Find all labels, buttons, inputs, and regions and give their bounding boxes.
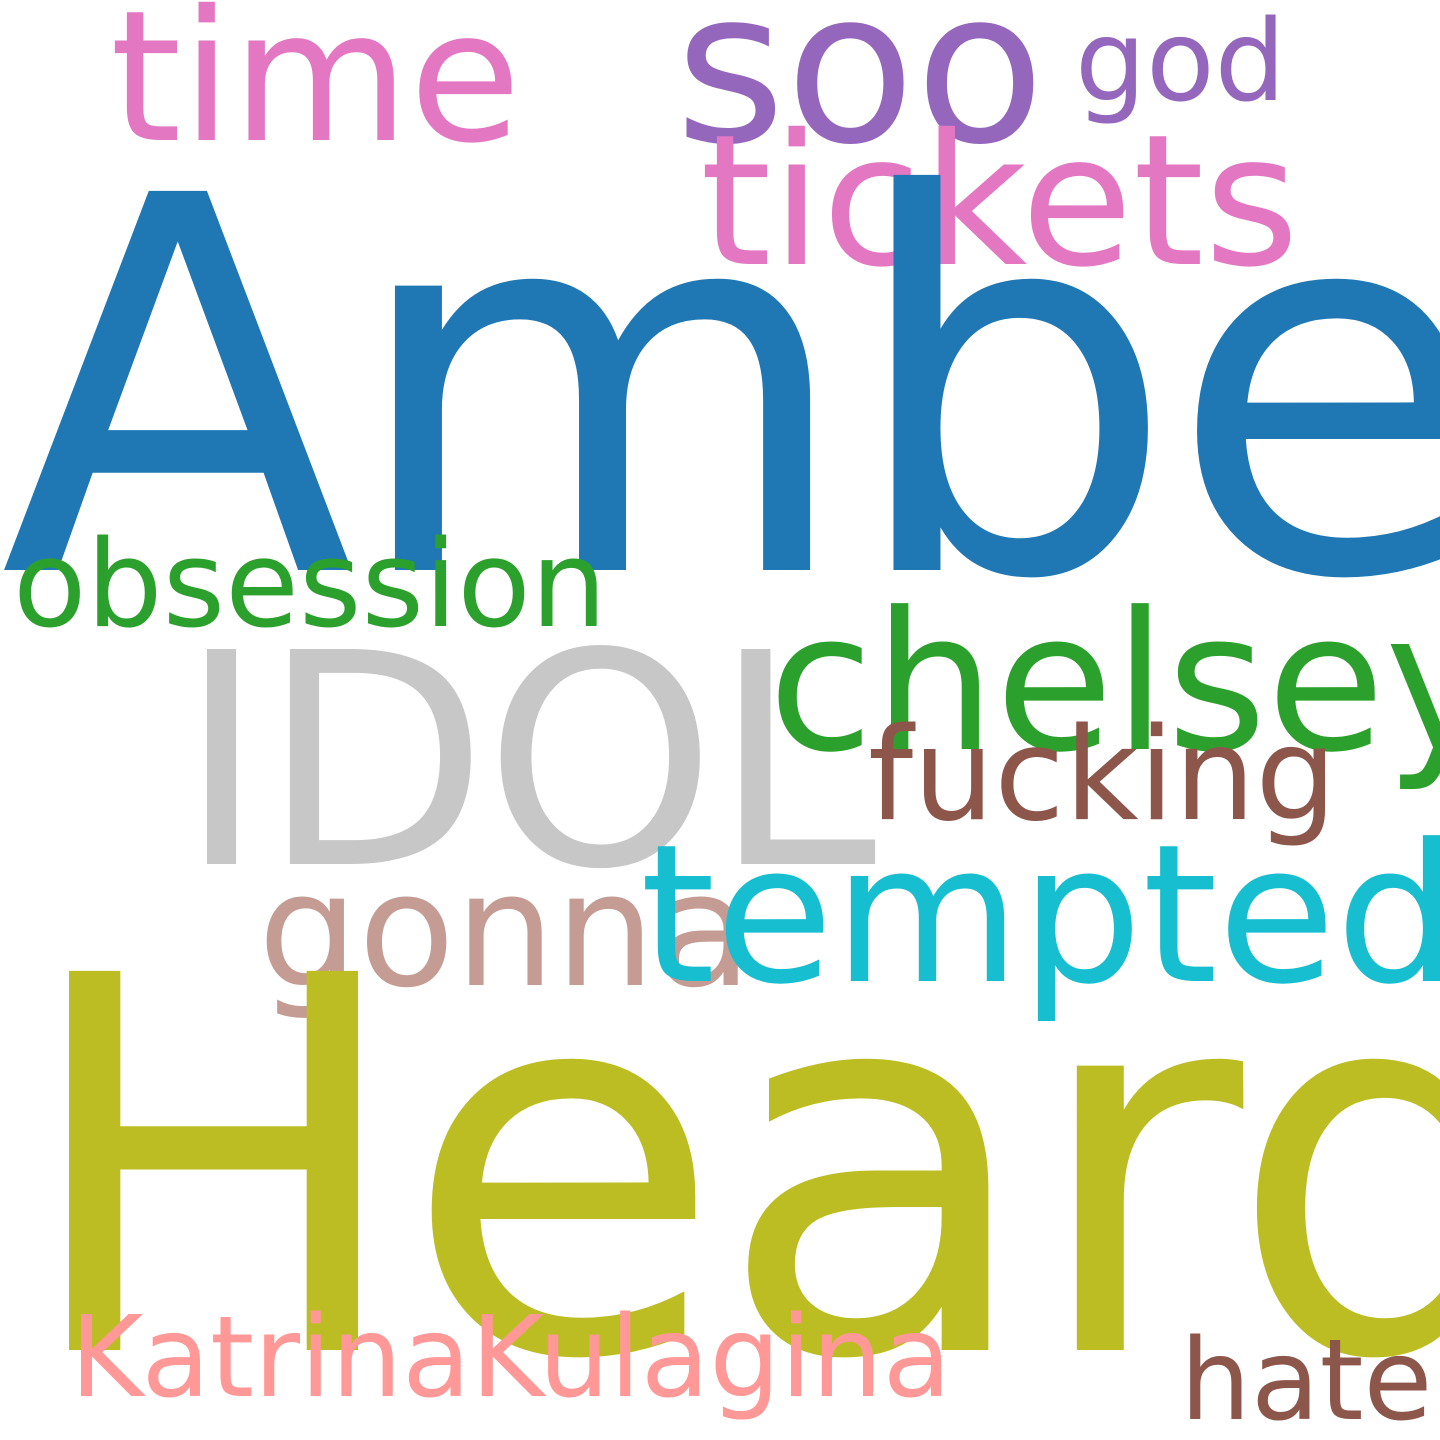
word-tickets: tickets bbox=[700, 95, 1300, 307]
word-obsession: obsession bbox=[13, 516, 607, 655]
word-soo: soo bbox=[675, 0, 1045, 191]
word-hate: hate bbox=[1180, 1316, 1433, 1440]
word-fucking: fucking bbox=[868, 701, 1337, 850]
word-god: god bbox=[1075, 0, 1286, 127]
word-amber: Amber bbox=[0, 87, 1440, 693]
word-idol: IDOL bbox=[178, 590, 877, 934]
word-chelsey: chelsey bbox=[768, 572, 1440, 795]
word-time: time bbox=[110, 0, 522, 183]
word-tempted: tempted bbox=[640, 804, 1440, 1027]
word-katrinakulagina: KatrinaKulagina bbox=[70, 1293, 952, 1423]
word-gonna: gonna bbox=[258, 839, 753, 1023]
word-heard: Heard bbox=[18, 867, 1440, 1440]
